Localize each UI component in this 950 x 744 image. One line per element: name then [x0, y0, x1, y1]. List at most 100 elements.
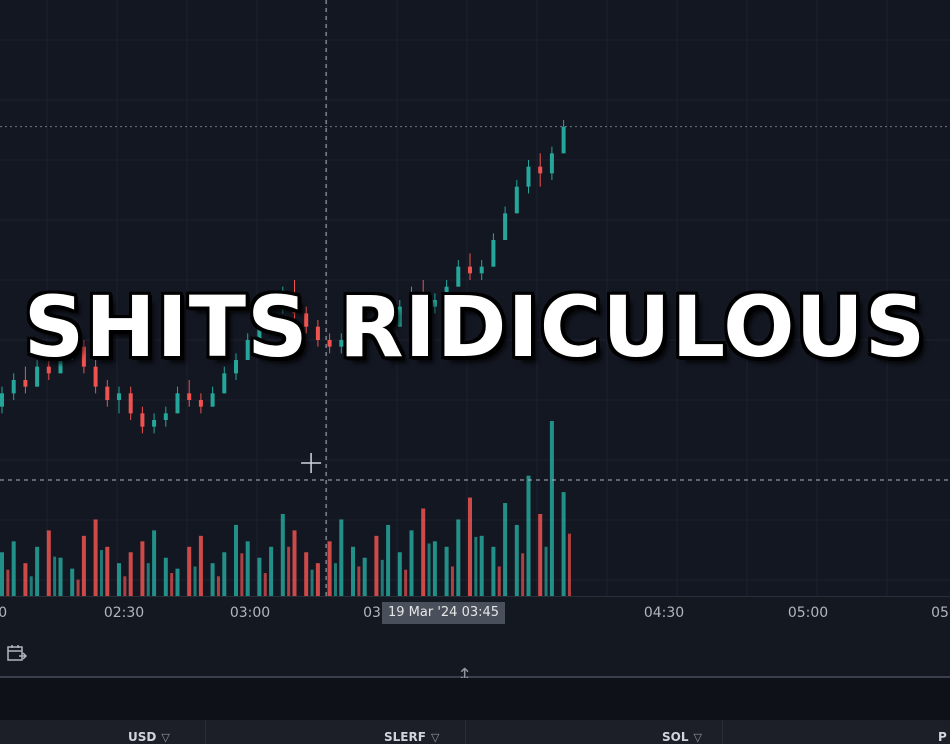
- candle-body: [163, 413, 168, 420]
- time-tick-label: 05:00: [787, 605, 829, 621]
- volume-bar: [479, 535, 484, 596]
- candle-body: [397, 306, 402, 327]
- calendar-range-icon[interactable]: [6, 644, 28, 664]
- filter-icon[interactable]: ▽: [430, 731, 440, 744]
- candle-body: [374, 320, 379, 334]
- volume-bar: [374, 535, 379, 596]
- filter-icon[interactable]: ▽: [693, 731, 702, 744]
- time-tick-label: 02:30: [103, 605, 145, 621]
- candle-body: [503, 213, 508, 240]
- candle-body: [23, 380, 28, 387]
- candle-body: [292, 293, 297, 314]
- candle-body: [11, 380, 16, 394]
- volume-bar: [210, 563, 215, 596]
- time-tick-label: 03: [363, 605, 381, 621]
- time-axis-fragment: )0: [0, 605, 8, 621]
- column-divider: [205, 720, 206, 744]
- candle-body: [46, 366, 51, 374]
- column-label: P: [938, 730, 947, 744]
- filter-icon[interactable]: ▽: [161, 731, 170, 744]
- volume-bar: [351, 546, 355, 596]
- volume-bar: [117, 563, 121, 596]
- candle-body: [234, 360, 238, 374]
- column-sol[interactable]: SOL ▽: [662, 730, 702, 744]
- volume-bar: [432, 541, 437, 596]
- volume-bar: [29, 576, 33, 596]
- column-usd[interactable]: USD ▽: [128, 730, 170, 744]
- volume-bar: [526, 475, 531, 596]
- candle-body: [327, 340, 332, 347]
- volume-bar: [514, 524, 519, 596]
- volume-bar: [81, 535, 86, 596]
- candle-body: [479, 266, 484, 274]
- price-chart[interactable]: [0, 0, 950, 600]
- volume-bar: [362, 557, 367, 596]
- volume-bar: [561, 492, 566, 596]
- volume-bar: [386, 524, 391, 596]
- volume-bar: [497, 566, 501, 596]
- volume-bar: [468, 497, 472, 596]
- volume-bar: [76, 579, 80, 596]
- crosshair-cursor-icon: [301, 453, 322, 473]
- column-slerf[interactable]: SLERF ▽: [384, 730, 439, 744]
- volume-bar: [538, 513, 543, 596]
- volume-bar: [269, 546, 274, 596]
- candle-body: [491, 240, 496, 267]
- candle-body: [468, 266, 472, 274]
- volume-bar: [544, 546, 548, 596]
- candlesticks: [0, 120, 566, 434]
- volume-bar: [263, 573, 267, 596]
- volume-bar: [245, 541, 250, 596]
- candle-body: [526, 166, 531, 187]
- volume-bar: [503, 503, 508, 596]
- candle-body: [210, 393, 215, 407]
- volume-bar: [421, 508, 426, 596]
- volume-bar: [123, 576, 127, 596]
- volume-bar: [444, 546, 449, 596]
- volume-bar: [23, 563, 28, 596]
- volume-bar: [474, 536, 478, 596]
- candle-body: [280, 293, 285, 307]
- time-tick-label: 05: [931, 605, 949, 621]
- volume-bar: [35, 546, 40, 596]
- volume-bar: [105, 546, 110, 596]
- time-tick-label: 04:30: [643, 605, 685, 621]
- candle-body: [362, 320, 367, 327]
- volume-bar: [567, 533, 571, 596]
- candle-body: [386, 326, 391, 334]
- candle-body: [128, 393, 133, 414]
- chart-grid: [0, 0, 950, 596]
- column-p[interactable]: P: [938, 730, 947, 744]
- volume-bar: [491, 546, 496, 596]
- candle-body: [444, 286, 449, 300]
- volume-bar: [46, 530, 51, 596]
- candle-body: [105, 386, 110, 400]
- candle-body: [70, 346, 75, 354]
- candle-body: [432, 300, 437, 307]
- volume-bar: [287, 546, 291, 596]
- volume-bar: [6, 569, 10, 596]
- volume-bar: [152, 530, 157, 596]
- candle-body: [421, 293, 426, 307]
- volume-bar: [193, 566, 197, 596]
- volume-bar: [93, 519, 98, 596]
- crosshair: [0, 0, 950, 596]
- candle-body: [409, 293, 414, 307]
- volume-bar: [0, 552, 4, 596]
- column-label: SOL: [662, 730, 689, 744]
- volume-bars: [0, 421, 571, 596]
- volume-bar: [70, 568, 75, 596]
- candle-body: [514, 186, 519, 214]
- volume-bar: [175, 568, 180, 596]
- column-label: USD: [128, 730, 157, 744]
- volume-bar: [53, 556, 57, 596]
- candle-body: [81, 346, 86, 367]
- volume-bar: [397, 552, 402, 596]
- volume-bar: [409, 530, 414, 596]
- volume-bar: [357, 566, 361, 596]
- candle-body: [304, 313, 309, 327]
- candle-body: [561, 126, 566, 154]
- volume-bar: [140, 541, 145, 596]
- volume-bar: [240, 553, 244, 596]
- volume-bar: [333, 563, 337, 596]
